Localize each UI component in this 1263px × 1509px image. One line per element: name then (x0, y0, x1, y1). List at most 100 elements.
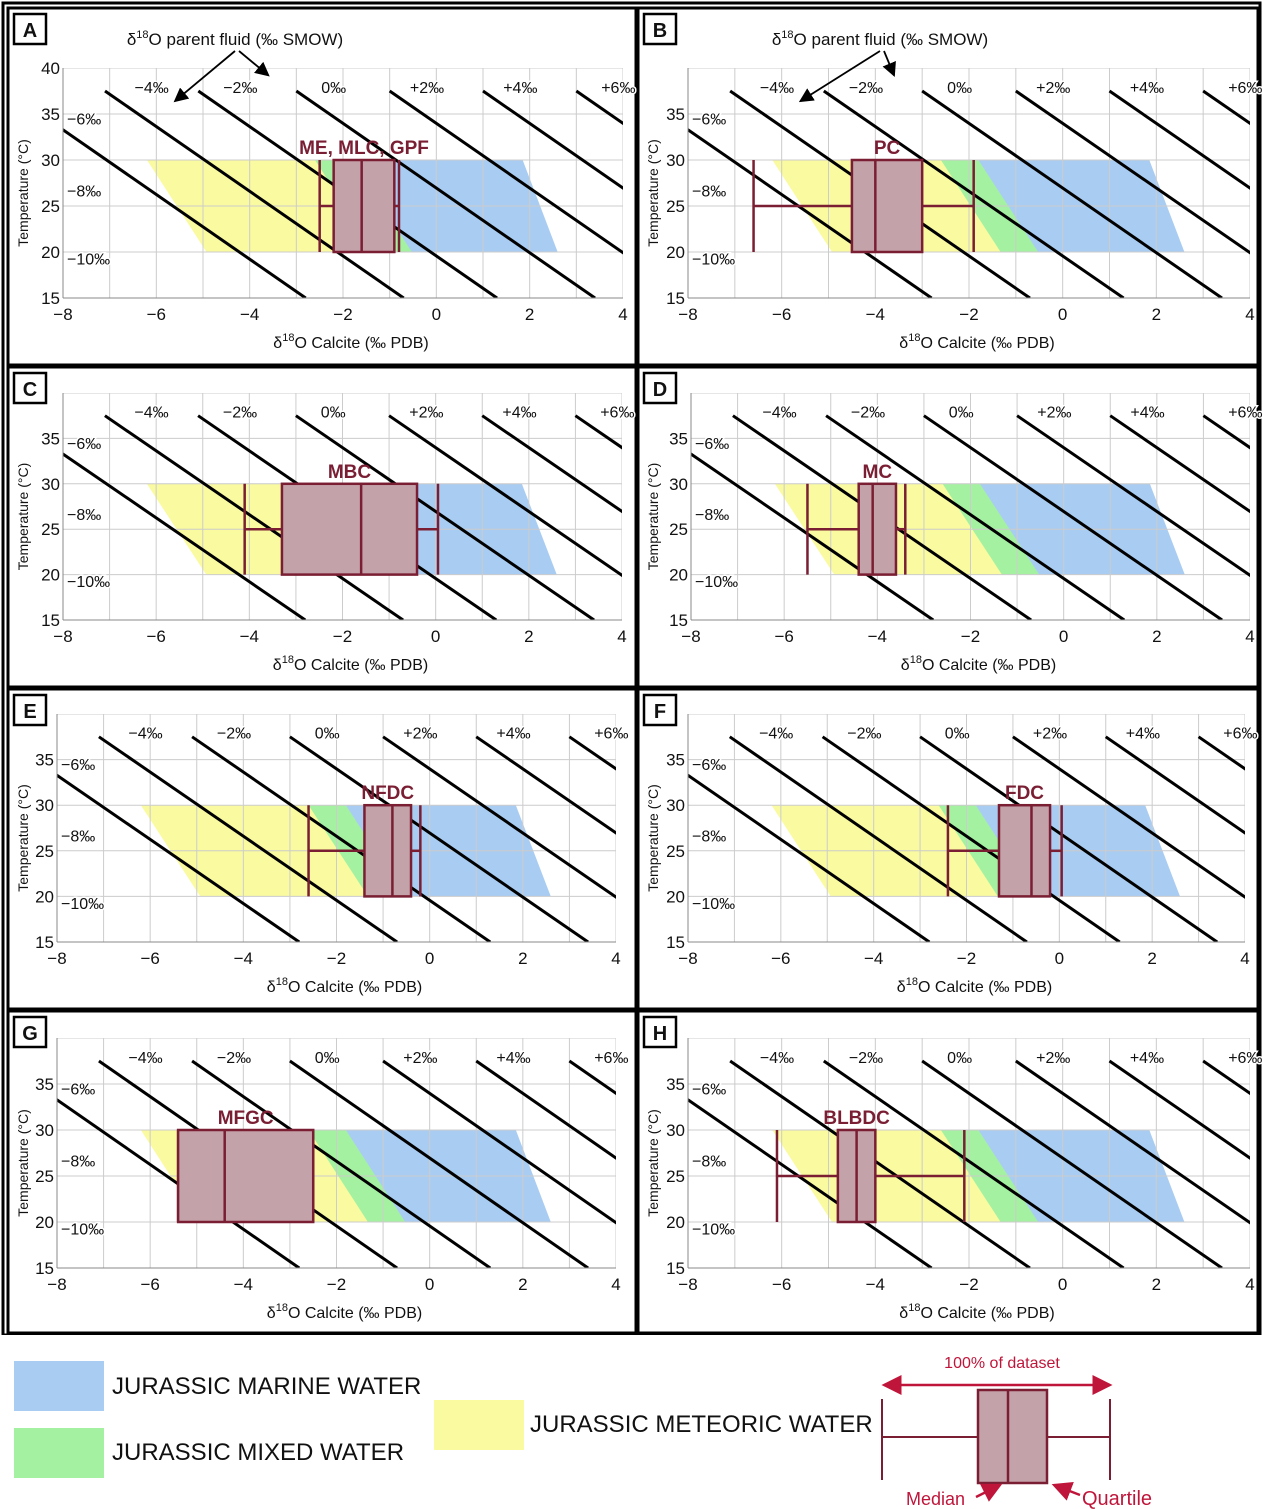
panel-frame (6, 365, 638, 689)
fluid-isoline (921, 89, 1223, 298)
panel-a: ME, MLC, GPF −8 −6 −4 −2 0 2 4 15 20 25 30 35 40 δ18O … (6, 6, 638, 367)
isoline-left-label: −6‰ (67, 436, 101, 453)
y-tick-label: 15 (669, 611, 688, 630)
isoline-top-label: +4‰ (1126, 726, 1160, 743)
fluid-isoline (388, 89, 623, 255)
fluid-isoline (482, 89, 623, 190)
x-tick-label: 2 (524, 627, 533, 646)
x-tick-label: −2 (327, 949, 346, 968)
y-axis-title: Temperature (°C) (15, 463, 31, 571)
x-tick-label: −6 (772, 305, 791, 324)
y-tick-label: 20 (35, 1213, 54, 1232)
y-tick-label: 15 (35, 1259, 54, 1278)
x-tick-label: 2 (1152, 627, 1161, 646)
x-tick-label: 4 (618, 305, 627, 324)
isoline-left-label: −8‰ (61, 1153, 95, 1170)
isoline-top-label: −2‰ (217, 726, 251, 743)
y-tick-label: 35 (41, 105, 60, 124)
x-tick-label: 2 (1152, 1275, 1161, 1294)
isoline-top-label: −4‰ (762, 405, 796, 422)
y-tick-label: 35 (666, 751, 685, 770)
fluid-isoline (191, 1059, 492, 1268)
box-iqr (857, 482, 898, 576)
fluid-isoline (1016, 414, 1250, 578)
y-tick-label: 25 (41, 520, 60, 539)
panel-frame (6, 6, 638, 367)
fluid-isoline (825, 414, 1126, 620)
y-tick-label: 25 (35, 842, 54, 861)
isoline-left-label: −8‰ (692, 183, 726, 200)
x-tick-label: −8 (47, 949, 66, 968)
panel-b: PC −8 −6 −4 −2 0 2 4 15 20 25 30 35 δ18O Calcite (‰ P… (636, 6, 1263, 367)
y-tick-label: 15 (666, 289, 685, 308)
x-tick-label: −8 (681, 627, 700, 646)
box-iqr (176, 1128, 315, 1224)
isoline-top-label: +2‰ (1036, 80, 1070, 97)
isoline-top-label: +6‰ (1228, 1050, 1262, 1067)
y-axis-title: Temperature (°C) (645, 139, 661, 247)
key-quartile-arrow (1051, 1481, 1081, 1501)
fluid-isoline (289, 735, 589, 942)
isoline-left-label: −6‰ (61, 757, 95, 774)
x-tick-label: 0 (1059, 627, 1068, 646)
x-axis-title: δ18O Calcite (‰ PDB) (897, 976, 1052, 996)
y-tick-label: 20 (666, 1213, 685, 1232)
fluid-isoline (1014, 1059, 1250, 1225)
isoline-left-label: −8‰ (67, 507, 101, 524)
fluid-isoline (729, 1059, 1031, 1268)
panel-frame (6, 687, 638, 1011)
isoline-top-label: 0‰ (945, 726, 970, 743)
isoline-top-label: −2‰ (223, 405, 257, 422)
x-axis-title: δ18O Calcite (‰ PDB) (899, 1302, 1054, 1322)
x-tick-label: 4 (1245, 627, 1254, 646)
x-tick-label: 2 (525, 305, 534, 324)
panel-c: MBC −8 −6 −4 −2 0 2 4 15 20 25 30 35 δ18O Calcite (‰ … (6, 365, 638, 689)
box-label: BLBDC (823, 1108, 890, 1129)
isoline-left-label: −6‰ (692, 757, 726, 774)
fluid-isoline (475, 1059, 616, 1160)
legend-label-mixed: JURASSIC MIXED WATER (112, 1439, 405, 1466)
x-tick-label: −6 (140, 1275, 159, 1294)
y-tick-label: 30 (666, 151, 685, 170)
isoline-top-label: −2‰ (851, 405, 885, 422)
y-tick-label: 35 (669, 429, 688, 448)
x-tick-label: −2 (961, 627, 980, 646)
x-tick-label: −8 (678, 949, 697, 968)
parent-fluid-label: δ18O parent fluid (‰ SMOW) (772, 29, 988, 49)
isoline-left-label: −10‰ (61, 896, 104, 913)
fluid-isoline (104, 89, 405, 298)
fluid-isoline (475, 735, 616, 835)
y-tick-label: 15 (666, 933, 685, 952)
fluid-isoline (822, 1059, 1125, 1268)
x-tick-label: −6 (140, 949, 159, 968)
x-tick-label: −8 (53, 627, 72, 646)
fluid-isoline (923, 414, 1223, 620)
isoline-top-label: +4‰ (1130, 1050, 1164, 1067)
isoline-left-label: −8‰ (692, 1153, 726, 1170)
x-tick-label: 0 (1055, 949, 1064, 968)
y-tick-label: 35 (666, 105, 685, 124)
x-tick-label: 4 (617, 627, 626, 646)
boxplot (243, 482, 440, 576)
x-tick-label: −2 (959, 305, 978, 324)
y-tick-label: 30 (669, 475, 688, 494)
y-tick-label: 35 (35, 1075, 54, 1094)
fluid-isoline (1197, 735, 1245, 771)
isoline-top-label: 0‰ (321, 405, 346, 422)
x-axis-title: δ18O Calcite (‰ PDB) (267, 976, 422, 996)
boxplot (946, 803, 1063, 898)
boxplot (752, 158, 975, 254)
isoline-left-label: −6‰ (692, 112, 726, 129)
isoline-top-label: −4‰ (759, 726, 793, 743)
isoline-top-label: −4‰ (760, 80, 794, 97)
panel-letter-box (12, 1015, 48, 1049)
isoline-left-label: −8‰ (61, 828, 95, 845)
isoline-left-label: −8‰ (67, 183, 101, 200)
x-tick-label: 2 (1152, 305, 1161, 324)
y-tick-label: 15 (41, 611, 60, 630)
isoline-top-label: −2‰ (849, 80, 883, 97)
box-iqr (280, 482, 419, 576)
isoline-top-label: +4‰ (496, 726, 530, 743)
x-axis-title: δ18O Calcite (‰ PDB) (273, 654, 428, 674)
isoline-left-label: −6‰ (67, 112, 101, 129)
